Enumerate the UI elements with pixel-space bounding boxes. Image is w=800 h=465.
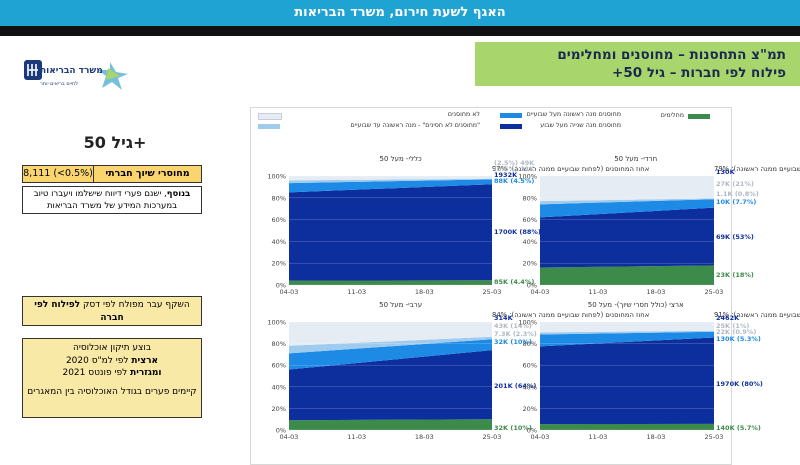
title-box: תמ"צ התחסנות – מחוסנים ומחלימים פילוח לפ… (475, 42, 800, 86)
unaffiliated-label: מחוסרי שיוך חברתי (93, 166, 201, 182)
legend-swatch-unvacc (258, 113, 282, 120)
legend-dose1: מחוסנים מנה ראשונה מעל שבועיים (526, 111, 621, 118)
unaffiliated-value: 8,111 (<0.5%) (23, 166, 93, 182)
reporting-note: בנוסף, ישנם פערי דיווח שישלמו ויעברו טיו… (22, 186, 202, 214)
legend-swatch-dose1 (500, 113, 522, 118)
pop-line2: ארצית לפי למ"ס 2020 (23, 355, 201, 368)
pop-line3: ומגזרית לפי פונטס 2021 (23, 367, 201, 380)
pop-line2-bold: ארצית (131, 355, 159, 366)
pop-line3-text: לפי פונטס 2021 (62, 368, 131, 378)
ministry-logo (24, 60, 128, 90)
pop-line1: בוצע תיקון אוכלוסיה (72, 343, 152, 353)
note-text: , ישנם פערי דיווח שישלמו ויעברו טיוב במע… (33, 189, 178, 211)
charts-panel (250, 107, 732, 465)
method-bold: לפילוח לפי חברה (34, 300, 124, 323)
unaffiliated-row: 8,111 (<0.5%) מחוסרי שיוך חברתי (22, 165, 202, 183)
pop-line3-bold: ומגזרית (130, 368, 162, 378)
legend-swatch-dose2 (500, 124, 522, 129)
header-bar: האגף לשעת חירום, משרד הבריאות (0, 0, 800, 26)
population-note: בוצע תיקון אוכלוסיה ארצית לפי למ"ס 2020 … (22, 338, 202, 418)
legend-dose2: מחוסנים מנה שנייה מעל שבוע (540, 122, 621, 129)
method-note: השקף עבר מפולח לפי דסק לפילוח לפי חברה (22, 296, 202, 326)
note-bold: בנוסף (166, 189, 191, 199)
age-group-title: גיל 50+ (83, 133, 147, 152)
logo-tagline: לחיים בריאים יותר (40, 81, 79, 87)
header-text: האגף לשעת חירום, משרד הבריאות (294, 5, 506, 20)
pop-line4: קיימים פערים בגודל האוכלוסיה בין המאגרים (27, 386, 197, 397)
legend-swatch-recovered (688, 114, 710, 119)
page-title: תמ"צ התחסנות – מחוסנים ומחלימים (557, 47, 786, 63)
page-subtitle: פילוח לפי חברות – גיל 50+ (612, 65, 786, 81)
method-text: השקף עבר מפולח לפי דסק (80, 300, 190, 310)
logo-name: משרד הבריאות (40, 66, 103, 76)
legend-not-protected: "מחוסנים לא חסינים" - מנה ראשונה עד שבוע… (350, 122, 480, 129)
pop-line2-text: לפי למ"ס 2020 (65, 355, 132, 366)
legend-recovered: מחלימים (660, 112, 684, 119)
header-divider (0, 26, 800, 36)
legend-unvacc: לא מחוסנים (447, 111, 480, 118)
legend-swatch-not-protected (258, 124, 280, 129)
